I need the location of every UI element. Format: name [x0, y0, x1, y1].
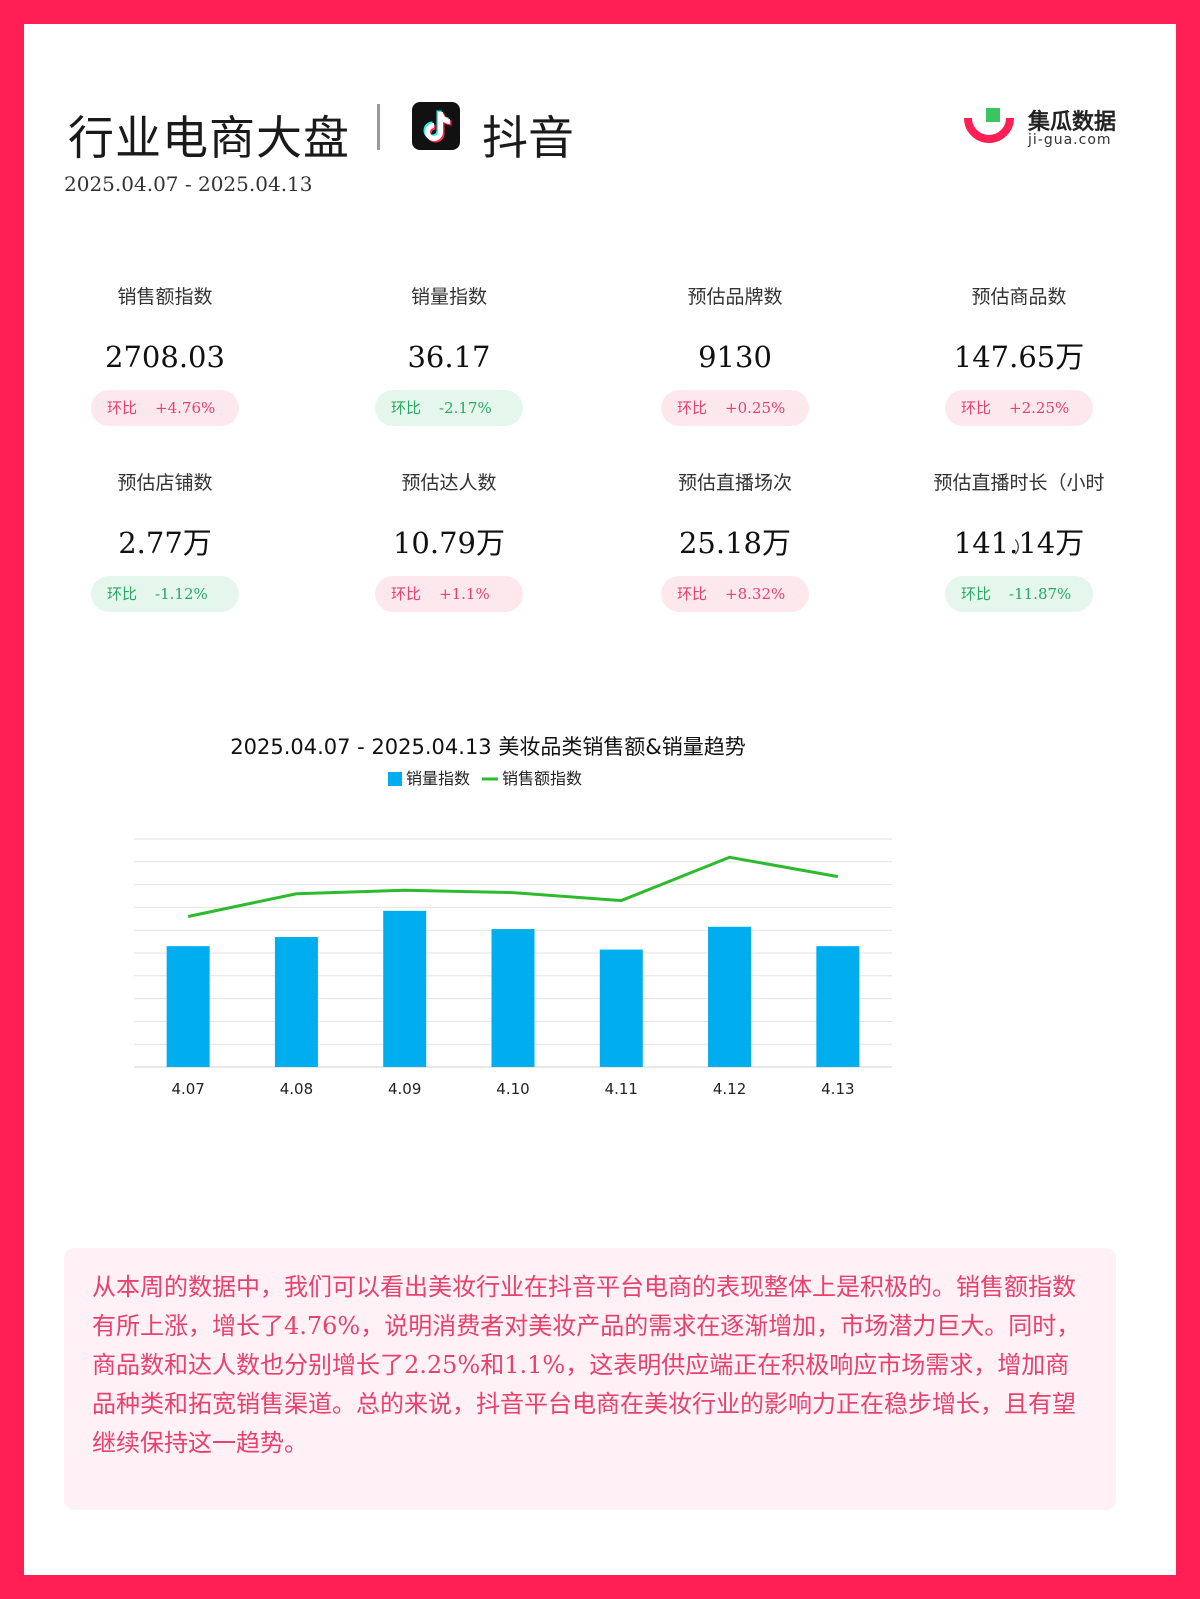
mom-value: +8.32% [725, 585, 786, 603]
metric-label: 预估达人数 [401, 472, 497, 494]
metric-label: 预估商品数 [971, 286, 1067, 308]
x-tick-label: 4.12 [713, 1080, 746, 1098]
mom-label: 环比 [961, 399, 992, 417]
metric-card: 销售额指数 2708.03 环比 +4.76% [50, 284, 280, 426]
x-tick-label: 4.10 [496, 1080, 529, 1098]
mom-label: 环比 [107, 399, 138, 417]
chart-legend: 销量指数 销售额指数 [388, 769, 582, 788]
bar [166, 946, 210, 1067]
metric-value: 2.77万 [118, 526, 212, 560]
bar [816, 946, 860, 1067]
x-tick-label: 4.09 [388, 1080, 421, 1098]
mom-label: 环比 [107, 585, 138, 603]
metric-card: 预估达人数 10.79万 环比 +1.1% [334, 470, 564, 612]
metric-label-tail: ） [1014, 538, 1031, 557]
report-sheet: 行业电商大盘 抖音 2025.04.07 - 2025.04.13 集瓜数据 j… [24, 24, 1176, 1575]
bar [708, 926, 752, 1067]
mom-badge: 环比 +4.76% [91, 390, 239, 426]
platform-name: 抖音 [482, 111, 574, 165]
mom-badge: 环比 +8.32% [661, 576, 809, 612]
metric-value: 25.18万 [678, 526, 792, 560]
metric-value: 36.17 [407, 340, 491, 374]
mom-label: 环比 [961, 585, 992, 603]
x-tick-label: 4.11 [605, 1080, 638, 1098]
mom-badge: 环比 -1.12% [91, 576, 239, 612]
tiktok-icon [412, 102, 460, 150]
metric-card: 预估商品数 147.65万 环比 +2.25% [904, 284, 1134, 426]
x-tick-label: 4.07 [171, 1080, 204, 1098]
metric-card: 预估直播时长（小时 141.14万 环比 -11.87% [904, 470, 1134, 612]
metric-value: 10.79万 [392, 526, 506, 560]
page-title: 行业电商大盘 [68, 111, 350, 165]
metric-card: 预估直播场次 25.18万 环比 +8.32% [620, 470, 850, 612]
metric-value: 2708.03 [105, 340, 225, 374]
line-series [187, 855, 839, 918]
brand-name: 集瓜数据 [1028, 110, 1117, 135]
mom-label: 环比 [677, 399, 708, 417]
summary-text: 从本周的数据中，我们可以看出美妆行业在抖音平台电商的表现整体上是积极的。销售额指… [64, 1248, 1116, 1510]
mom-value: -11.87% [1009, 585, 1072, 603]
mom-value: +2.25% [1009, 399, 1070, 417]
metric-label: 预估店铺数 [117, 472, 213, 494]
mom-value: +0.25% [725, 399, 786, 417]
mom-label: 环比 [391, 399, 422, 417]
brand-domain: ji-gua.com [1028, 132, 1112, 148]
trend-chart: 2025.04.07 - 2025.04.13 美妆品类销售额&销量趋势 销量指… [134, 735, 892, 1098]
bar-series [166, 910, 860, 1067]
legend-label: 销售额指数 [502, 769, 582, 788]
legend-bar-swatch [388, 772, 402, 786]
x-tick-label: 4.08 [280, 1080, 313, 1098]
jigua-logo-icon [964, 108, 1014, 143]
bar [599, 949, 643, 1067]
mom-badge: 环比 +0.25% [661, 390, 809, 426]
bar [383, 910, 427, 1067]
mom-label: 环比 [391, 585, 422, 603]
metric-label: 销售额指数 [117, 286, 213, 308]
mom-badge: 环比 -11.87% [945, 576, 1093, 612]
mom-value: -2.17% [439, 399, 492, 417]
metric-label: 销量指数 [410, 286, 487, 308]
x-tick-label: 4.13 [821, 1080, 854, 1098]
sales-line [187, 855, 839, 918]
metric-label: 预估直播时长（小时 [933, 472, 1105, 494]
mom-label: 环比 [677, 585, 708, 603]
metric-card: 销量指数 36.17 环比 -2.17% [334, 284, 564, 426]
metric-card: 预估品牌数 9130 环比 +0.25% [620, 284, 850, 426]
mom-value: +4.76% [155, 399, 216, 417]
bar [274, 937, 318, 1067]
chart-title: 2025.04.07 - 2025.04.13 美妆品类销售额&销量趋势 [230, 735, 745, 759]
x-axis-ticks: 4.07 4.08 4.09 4.10 4.11 4.12 4.13 [171, 1080, 854, 1098]
mom-value: +1.1% [439, 585, 490, 603]
mom-badge: 环比 -2.17% [375, 390, 523, 426]
metric-label: 预估品牌数 [687, 286, 783, 308]
metric-label: 预估直播场次 [677, 472, 792, 494]
bar [491, 929, 535, 1067]
metric-value: 9130 [698, 340, 772, 374]
mom-badge: 环比 +2.25% [945, 390, 1093, 426]
mom-badge: 环比 +1.1% [375, 576, 523, 612]
title-divider [377, 104, 380, 150]
metric-value: 141.14万 [953, 526, 1085, 560]
date-range: 2025.04.07 - 2025.04.13 [64, 172, 313, 196]
mom-value: -1.12% [155, 585, 208, 603]
legend-label: 销量指数 [406, 769, 470, 788]
metric-value: 147.65万 [953, 340, 1085, 374]
metric-card: 预估店铺数 2.77万 环比 -1.12% [50, 470, 280, 612]
